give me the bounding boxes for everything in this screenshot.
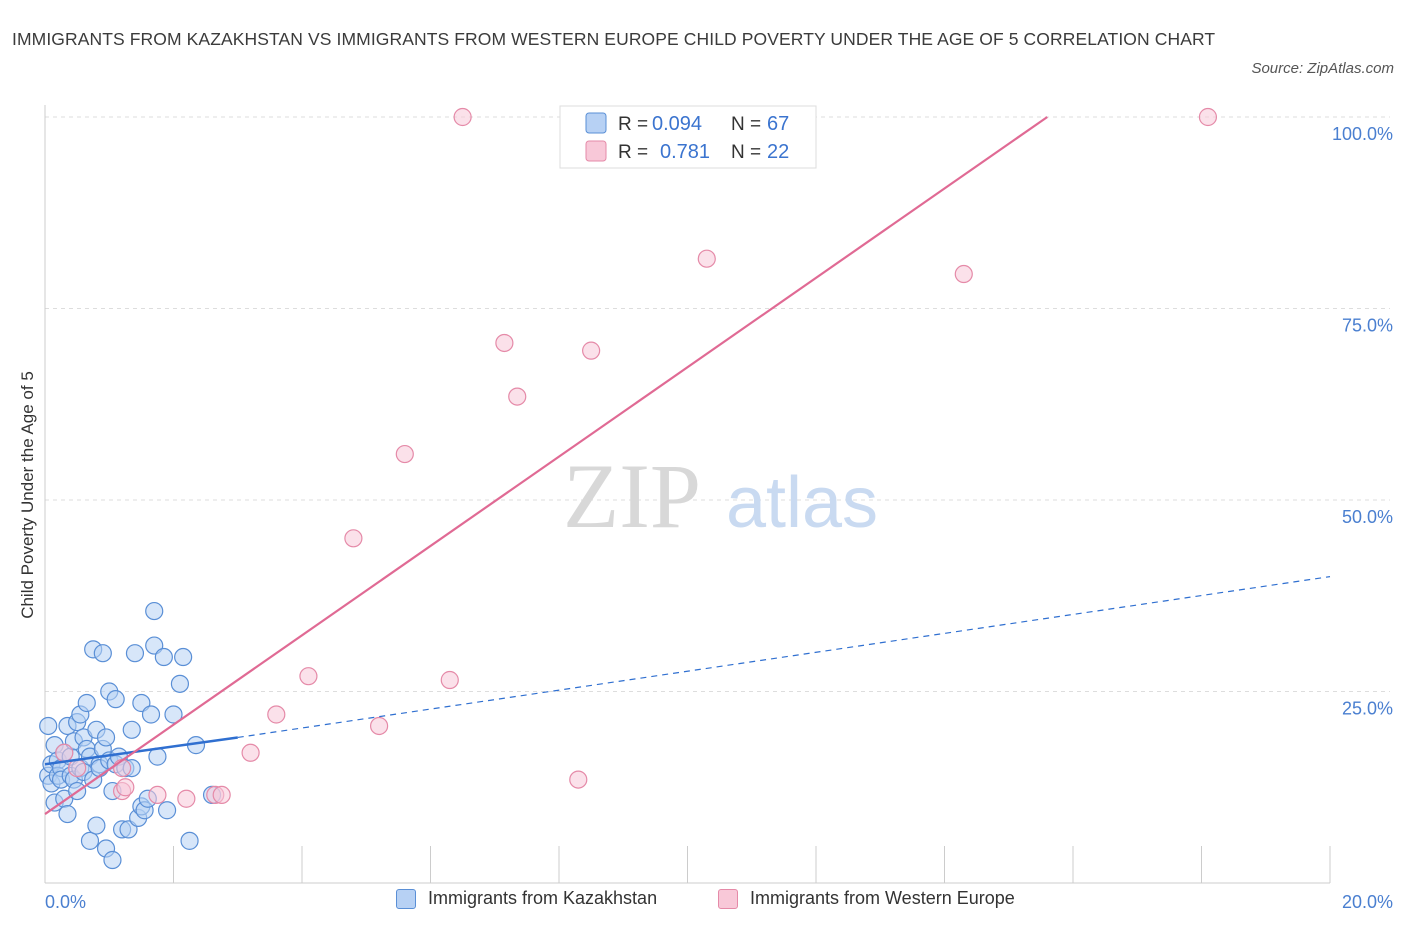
- western-europe-point-0: [55, 743, 74, 762]
- legend-pink-n-value: 22: [767, 141, 789, 163]
- western-europe-point-13: [370, 716, 389, 736]
- kazakhstan-point-64: [174, 647, 193, 667]
- western-europe-point-2: [112, 758, 132, 778]
- legend-kazakhstan-swatch: [396, 888, 416, 909]
- western-europe-point-16: [453, 107, 472, 127]
- legend-blue-n-value: 67: [767, 113, 789, 135]
- legend-western-europe-swatch: [718, 888, 738, 909]
- kazakhstan-point-36: [96, 728, 116, 747]
- kazakhstan-point-13: [58, 804, 77, 824]
- western-europe-point-15: [440, 670, 459, 690]
- legend-western-europe-label: Immigrants from Western Europe: [750, 888, 1015, 908]
- kazakhstan-point-0: [39, 716, 58, 736]
- kazakhstan-point-43: [106, 690, 125, 709]
- legend-item-kazakhstan: Immigrants from Kazakhstan: [396, 888, 657, 909]
- watermark-atlas: atlas: [726, 463, 878, 543]
- western-europe-point-10: [267, 705, 286, 724]
- y-tick-label-1: 50.0%: [1342, 507, 1393, 527]
- legend-blue-swatch: [585, 112, 607, 134]
- legend-pink-r-label: R =: [618, 142, 648, 163]
- kazakhstan-point-62: [164, 705, 183, 724]
- x-tick-label-1: 20.0%: [1342, 892, 1393, 912]
- western-europe-point-17: [495, 333, 514, 353]
- western-europe-point-22: [697, 249, 716, 268]
- western-europe-point-5: [148, 785, 167, 805]
- western-europe-point-24: [1198, 107, 1218, 127]
- kazakhstan-point-60: [154, 647, 173, 667]
- legend-pink-r-value: 0.781: [660, 141, 710, 163]
- western-europe-point-19: [569, 770, 588, 789]
- legend-blue-n-label: N =: [731, 114, 761, 135]
- kazakhstan-point-56: [141, 705, 161, 724]
- legend-series: Immigrants from Kazakhstan Immigrants fr…: [0, 888, 1406, 918]
- series-kazakhstan-points: [39, 601, 222, 870]
- legend-blue-r-value: 0.094: [652, 113, 702, 135]
- legend-kazakhstan-label: Immigrants from Kazakhstan: [428, 888, 658, 908]
- western-europe-point-8: [212, 785, 231, 805]
- watermark: ZIP atlas: [563, 445, 878, 547]
- western-europe-point-18: [508, 387, 527, 406]
- x-tick-label-0: 0.0%: [45, 892, 86, 912]
- kazakhstan-point-50: [125, 644, 145, 663]
- western-europe-point-11: [299, 667, 318, 686]
- source-label: Source: ZipAtlas.com: [1251, 60, 1394, 77]
- kazakhstan-trend-extension: [237, 576, 1331, 739]
- kazakhstan-point-27: [80, 831, 100, 850]
- western-europe-point-1: [68, 758, 87, 778]
- kazakhstan-point-34: [93, 644, 112, 663]
- kazakhstan-point-63: [170, 674, 190, 693]
- series-western-europe-points: [55, 107, 1218, 808]
- axes: [44, 105, 1331, 884]
- chart-title: IMMIGRANTS FROM KAZAKHSTAN VS IMMIGRANTS…: [12, 29, 1216, 49]
- western-europe-point-12: [344, 529, 363, 548]
- y-tick-label-2: 75.0%: [1342, 316, 1393, 336]
- kazakhstan-point-58: [145, 601, 164, 621]
- legend-stats: R = 0.094 N = 67 R = 0.781 N = 22: [559, 105, 817, 169]
- kazakhstan-point-41: [103, 850, 122, 870]
- western-europe-point-4: [116, 778, 135, 797]
- grid-lines: [45, 116, 1390, 692]
- kazakhstan-point-24: [77, 693, 96, 713]
- kazakhstan-point-31: [87, 816, 106, 835]
- western-europe-point-14: [395, 444, 414, 464]
- legend-pink-swatch: [585, 140, 607, 162]
- legend-pink-n-label: N =: [731, 142, 761, 163]
- watermark-zip: ZIP: [563, 445, 701, 547]
- kazakhstan-trend-line: [44, 736, 238, 766]
- western-europe-point-6: [177, 789, 196, 808]
- kazakhstan-point-65: [180, 831, 199, 850]
- y-tick-label-0: 25.0%: [1342, 699, 1393, 719]
- legend-item-western-europe: Immigrants from Western Europe: [718, 888, 1015, 909]
- legend-blue-r-label: R =: [618, 114, 648, 135]
- kazakhstan-point-61: [157, 801, 177, 820]
- western-europe-trend-line: [44, 116, 1048, 815]
- western-europe-point-23: [954, 264, 973, 284]
- western-europe-point-9: [241, 743, 260, 762]
- western-europe-point-20: [582, 341, 601, 360]
- trend-lines: [44, 116, 1331, 815]
- y-tick-label-3: 100.0%: [1332, 124, 1393, 144]
- kazakhstan-point-48: [122, 720, 141, 739]
- tick-labels: 25.0% 50.0% 75.0% 100.0% 0.0% 20.0%: [45, 124, 1393, 912]
